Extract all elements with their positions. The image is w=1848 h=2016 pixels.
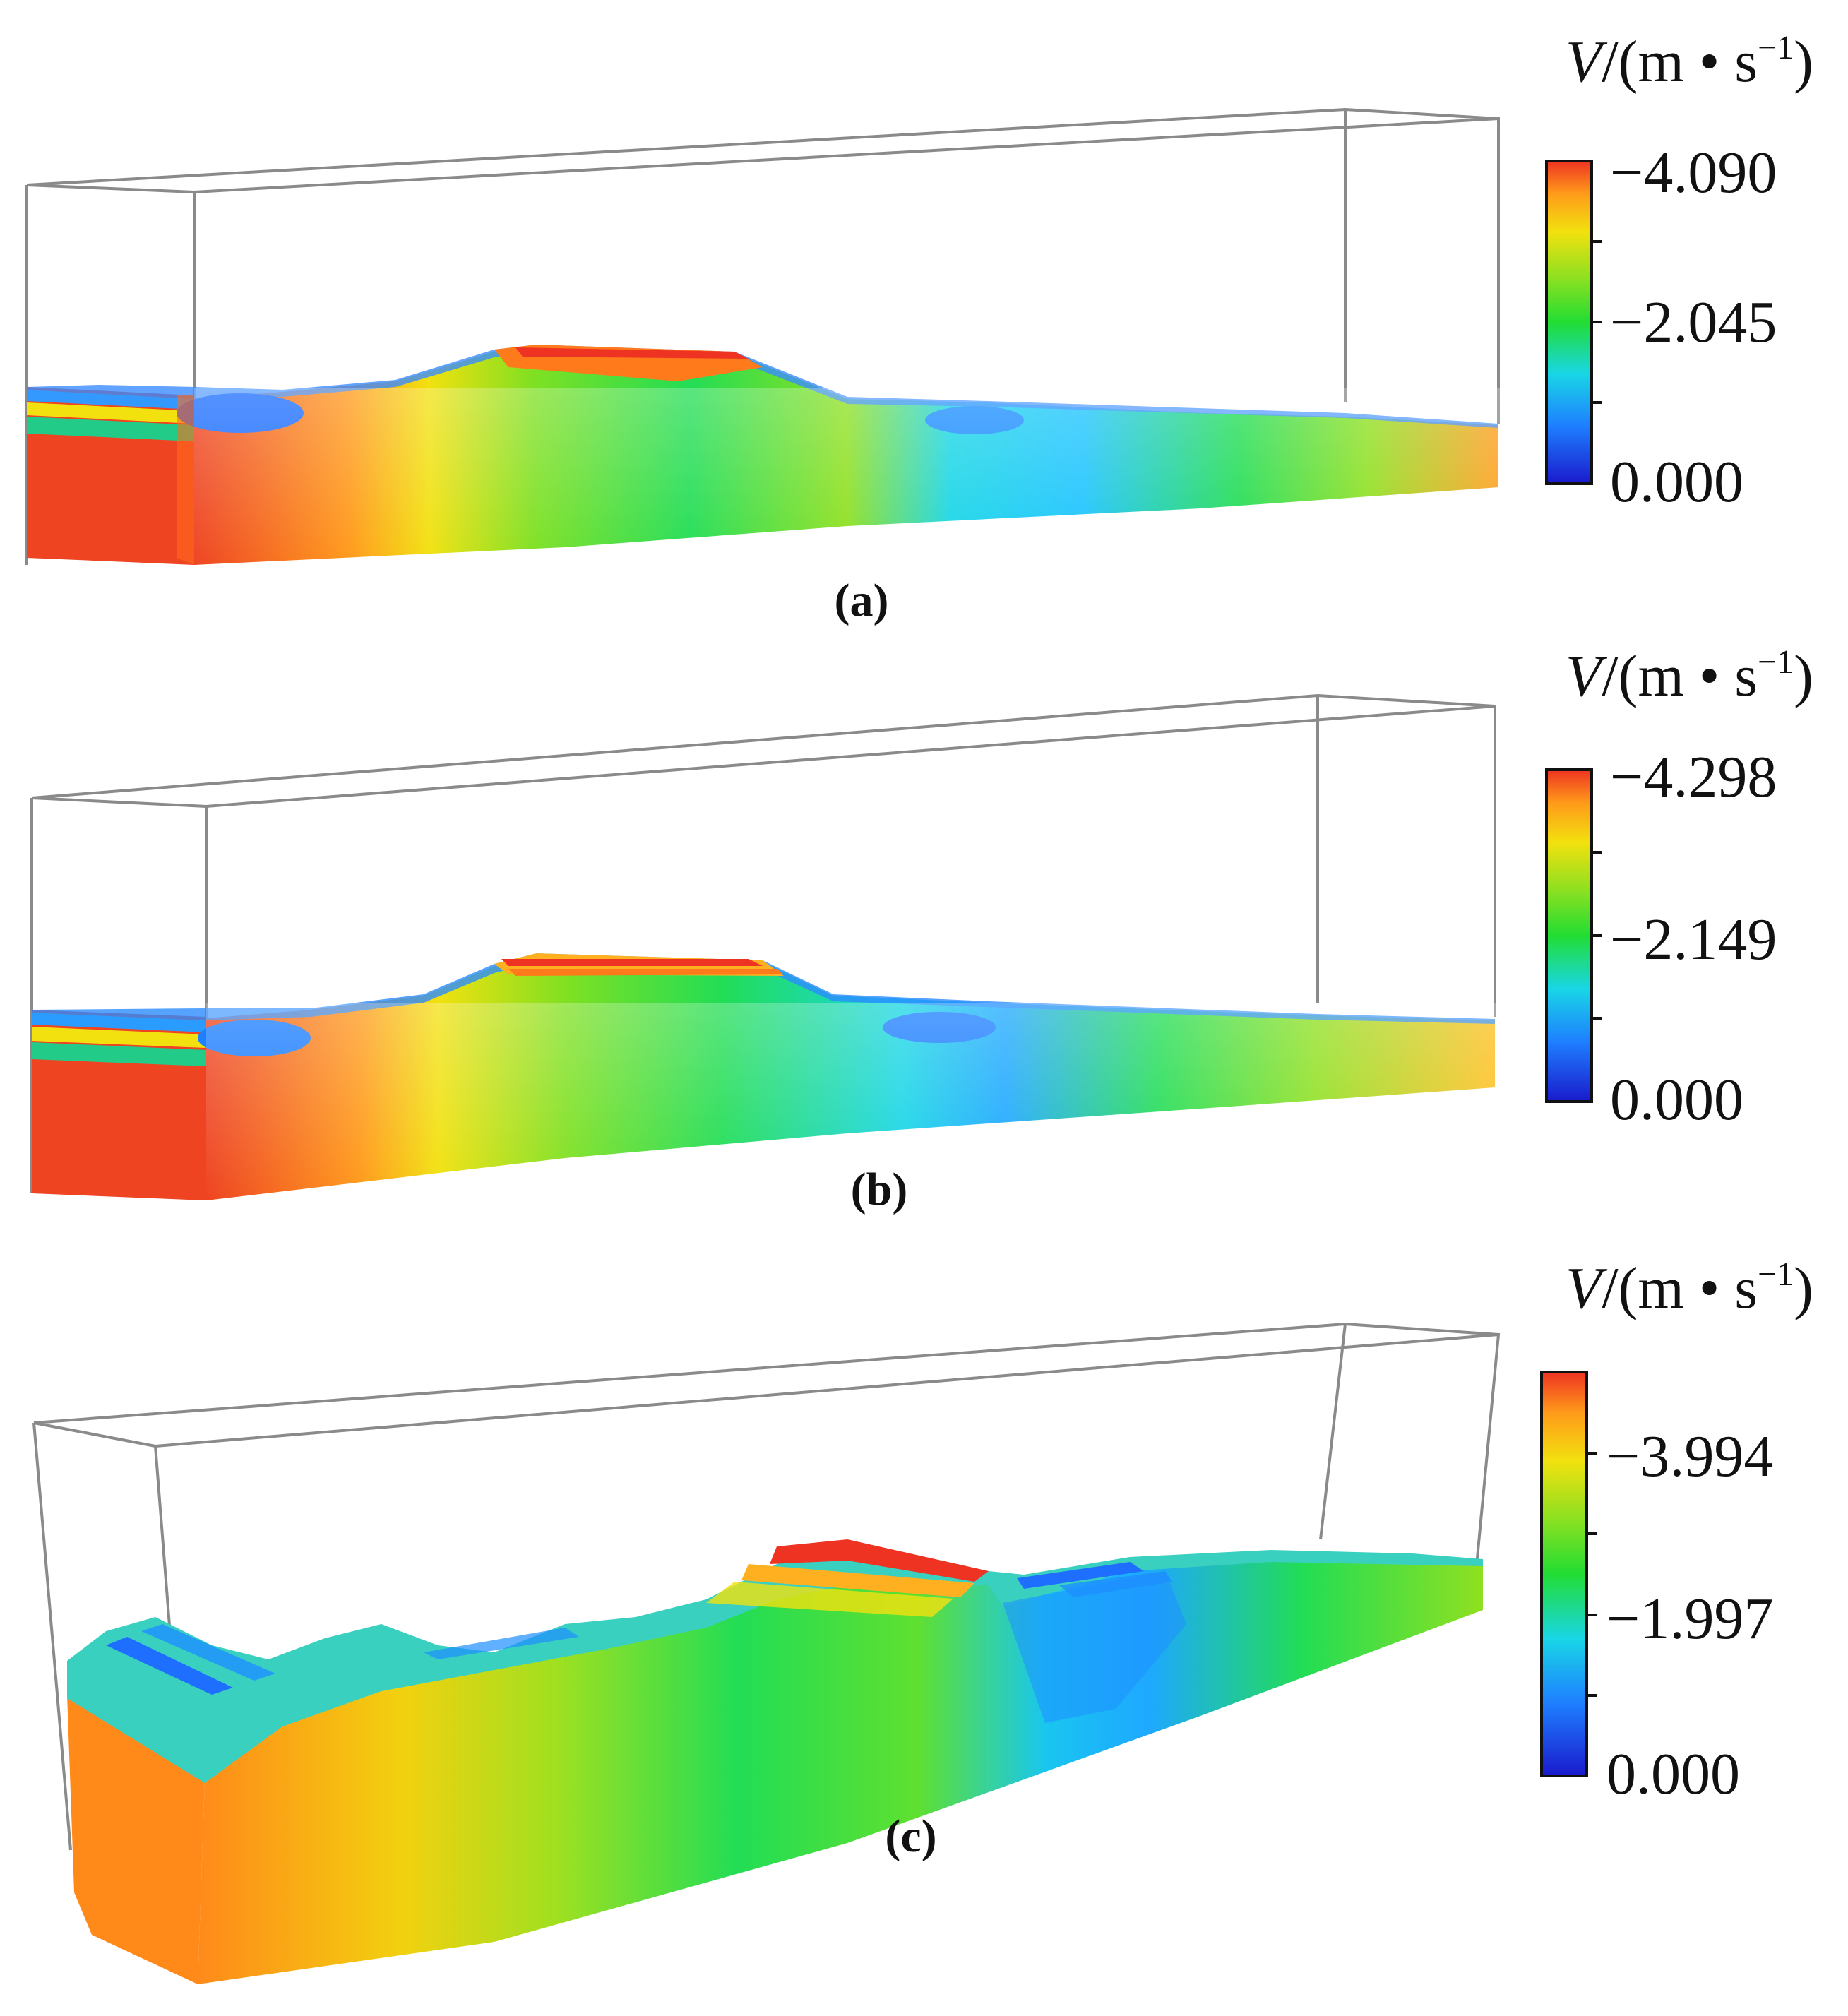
- panel-a-tick-min: 0.000: [1610, 449, 1743, 515]
- panel-b-colorbar: V/(m • s−1) −4.298 −2.149 0.000: [1545, 643, 1813, 1133]
- panel-b-tick-mid: −2.149: [1610, 907, 1777, 972]
- panel-a: (a) V/(m • s−1) −4.090 −2.045 0.000: [25, 29, 1813, 626]
- panel-b-colorbar-gradient: [1545, 768, 1593, 1103]
- panel-a-colorbar: V/(m • s−1) −4.090 −2.045 0.000: [1545, 29, 1813, 515]
- panel-b-unit: V/(m • s−1): [1566, 643, 1813, 709]
- panel-c-unit: V/(m • s−1): [1566, 1255, 1813, 1321]
- panel-c-label: (c): [885, 1811, 936, 1862]
- panel-c-colorbar: V/(m • s−1) −3.994 −1.997 0.000: [1540, 1255, 1813, 1807]
- panel-a-unit: V/(m • s−1): [1566, 29, 1813, 95]
- panel-a-tick-mid: −2.045: [1610, 290, 1777, 355]
- panel-a-tick-max: −4.090: [1610, 140, 1777, 205]
- panel-b-tick-min: 0.000: [1610, 1067, 1743, 1133]
- panel-b-velocity-field: [32, 953, 1498, 1200]
- panel-a-colorbar-gradient: [1545, 160, 1593, 485]
- panel-a-wireframe: [25, 107, 1500, 565]
- panel-c: (c) V/(m • s−1) −3.994 −1.997 0.000: [32, 1255, 1813, 1985]
- panel-c-tick-low: −1.997: [1606, 1586, 1773, 1652]
- panel-c-tick-min: 0.000: [1606, 1741, 1740, 1807]
- panel-b: (b) V/(m • s−1) −4.298 −2.149 0.000: [30, 643, 1813, 1215]
- panel-c-colorbar-gradient: [1540, 1371, 1588, 1777]
- panel-c-tick-mid: −3.994: [1606, 1424, 1773, 1489]
- panel-b-wireframe: [30, 693, 1496, 1200]
- panel-a-label: (a): [835, 575, 889, 626]
- panel-b-tick-max: −4.298: [1610, 744, 1777, 810]
- panel-c-velocity-field: [67, 1539, 1483, 1984]
- panel-b-label: (b): [851, 1164, 908, 1215]
- panel-a-velocity-field: [27, 345, 1501, 572]
